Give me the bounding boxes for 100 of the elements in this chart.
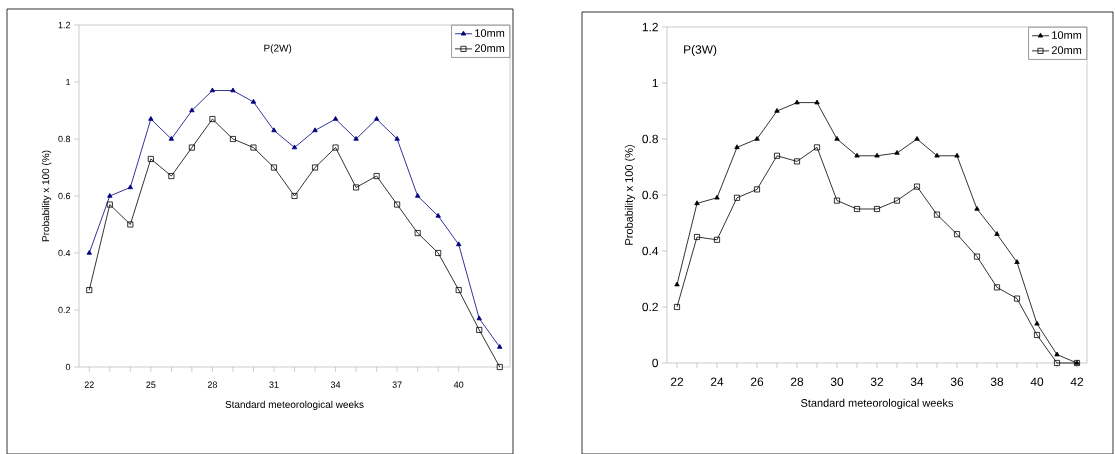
point — [894, 197, 900, 204]
point — [230, 87, 236, 93]
point — [674, 281, 680, 287]
point — [312, 164, 319, 171]
y-tick-label: 0.8 — [642, 134, 658, 144]
x-tick-label: 24 — [710, 377, 724, 386]
point — [107, 192, 113, 198]
point — [250, 144, 257, 151]
legend-label: 20mm — [1051, 46, 1082, 54]
point — [415, 192, 421, 198]
point — [496, 363, 503, 370]
point — [291, 144, 298, 150]
x-tick-label: 34 — [910, 377, 924, 386]
y-tick-label: 0.6 — [642, 190, 658, 200]
x-tick-label: 28 — [790, 377, 804, 386]
y-tick-label: 1.2 — [58, 21, 71, 28]
point — [312, 127, 318, 132]
y-tick-label: 1 — [66, 78, 71, 85]
x-tick-label: 31 — [269, 381, 279, 388]
point — [332, 115, 339, 121]
point — [694, 200, 700, 205]
point — [435, 249, 442, 256]
point — [934, 211, 940, 218]
point — [86, 249, 92, 255]
y-tick-label: 0.2 — [58, 306, 71, 313]
y-tick-label: 0 — [65, 363, 71, 370]
point — [353, 184, 360, 191]
point — [1034, 320, 1040, 326]
point — [189, 107, 195, 113]
point — [894, 149, 900, 155]
point — [994, 284, 1000, 291]
point — [106, 201, 113, 208]
annotation: P(2W) — [264, 44, 292, 54]
y-tick-label: 1 — [652, 78, 658, 87]
annotation: P(3W) — [684, 44, 717, 56]
x-tick-label: 42 — [1070, 377, 1084, 386]
point — [168, 172, 175, 179]
point — [974, 205, 980, 211]
point — [209, 87, 216, 93]
y-tick-label: 0 — [652, 358, 659, 368]
point — [1014, 295, 1020, 302]
point — [734, 194, 741, 201]
x-tick-label: 40 — [1030, 377, 1044, 386]
point — [497, 343, 503, 349]
point — [874, 205, 880, 212]
point — [291, 192, 298, 199]
point — [954, 152, 960, 158]
point — [714, 194, 720, 200]
point — [168, 135, 175, 141]
point — [373, 172, 380, 179]
point — [476, 326, 483, 333]
point — [874, 152, 880, 158]
x-tick-label: 28 — [207, 381, 218, 388]
legend-label: 10mm — [475, 29, 505, 37]
point — [914, 183, 920, 190]
y-axis-title: Probability x 100 (%) — [41, 150, 52, 241]
point — [353, 135, 359, 141]
point — [270, 164, 277, 171]
point — [476, 315, 482, 321]
point — [694, 233, 701, 240]
legend-label: 10mm — [1052, 31, 1082, 39]
point — [394, 201, 401, 208]
x-tick-label: 36 — [950, 377, 964, 386]
x-tick-label: 38 — [990, 377, 1004, 386]
x-axis-title: Standard meteorological weeks — [225, 400, 364, 410]
point — [974, 253, 980, 260]
y-tick-label: 0.4 — [58, 249, 71, 256]
x-tick-label: 26 — [750, 377, 764, 386]
point — [674, 303, 681, 310]
x-tick-label: 34 — [330, 381, 341, 388]
y-tick-label: 0.6 — [58, 192, 71, 199]
point — [127, 184, 133, 189]
y-tick-label: 0.2 — [642, 302, 658, 312]
x-tick-label: 40 — [453, 381, 464, 388]
x-tick-label: 22 — [84, 381, 94, 388]
point — [435, 212, 441, 218]
x-tick-label: 25 — [146, 381, 156, 388]
point — [271, 127, 277, 132]
point — [414, 229, 421, 236]
point — [934, 152, 940, 158]
point — [774, 152, 780, 159]
point — [147, 155, 154, 162]
point — [1014, 259, 1020, 264]
y-tick-label: 0.8 — [58, 135, 71, 142]
point — [814, 144, 820, 151]
point — [814, 99, 820, 105]
point — [834, 197, 840, 204]
x-tick-label: 37 — [392, 381, 402, 388]
point — [994, 231, 1000, 236]
legend-label: 20mm — [474, 44, 505, 52]
x-tick-label: 32 — [870, 377, 884, 386]
point — [794, 99, 800, 105]
point — [714, 236, 721, 243]
point — [148, 115, 154, 121]
point — [854, 152, 860, 158]
point — [1054, 359, 1060, 366]
y-axis-title: Probability x 100 (%) — [624, 144, 636, 245]
point — [332, 144, 339, 151]
x-tick-label: 22 — [670, 377, 684, 386]
point — [188, 144, 195, 151]
